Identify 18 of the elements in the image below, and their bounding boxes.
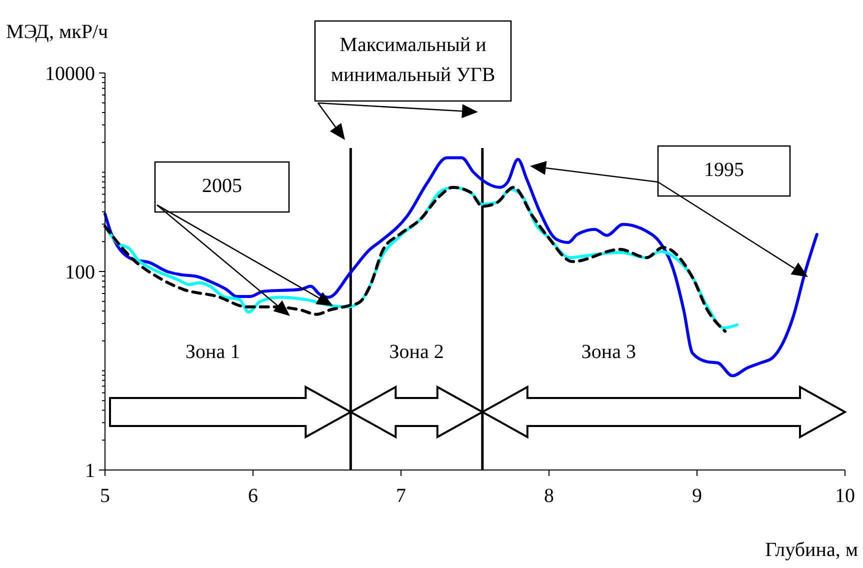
x-tick-label: 8: [544, 485, 554, 507]
annotation: Зона 3: [581, 341, 636, 363]
annotation: Максимальный и минимальный УГВ: [330, 34, 496, 86]
y-tick-label: 1: [85, 460, 95, 482]
x-axis-title: Глубина, м: [765, 539, 858, 561]
y-axis-title: МЭД, мкР/ч: [6, 21, 108, 43]
annotation: 1995: [704, 159, 744, 181]
y-tick-label: 10000: [45, 63, 95, 85]
x-tick-label: 6: [248, 485, 258, 507]
annotation: 2005: [202, 175, 242, 197]
annotation: Зона 1: [186, 341, 240, 363]
x-tick-label: 5: [100, 485, 110, 507]
line-series: [104, 156, 818, 378]
annotation: Зона 2: [389, 341, 444, 363]
x-tick-label: 9: [692, 485, 702, 507]
x-tick-label: 7: [396, 485, 406, 507]
y-tick-label: 100: [65, 262, 95, 284]
x-tick-label: 10: [835, 485, 855, 507]
